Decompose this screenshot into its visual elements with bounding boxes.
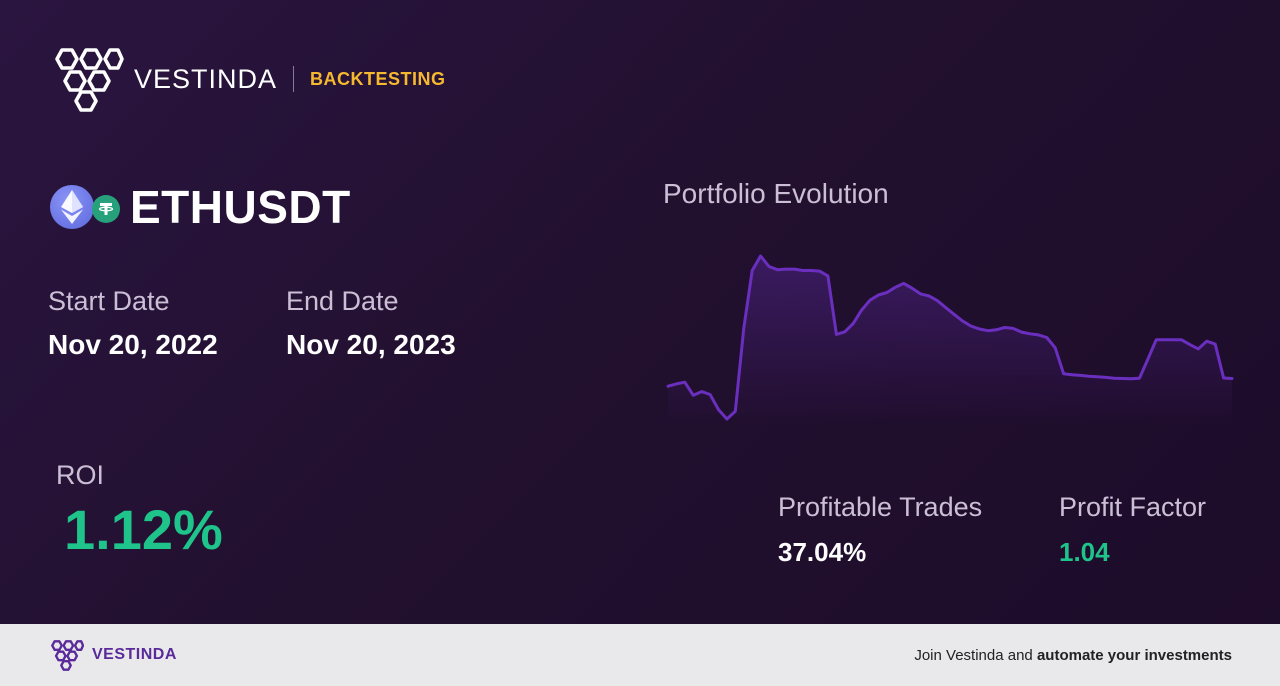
footer-bar: VESTINDA Join Vestinda and automate your… — [0, 624, 1280, 686]
vestinda-logo-icon — [51, 640, 84, 671]
profitable-trades: Profitable Trades 37.04% — [778, 492, 982, 568]
brand-header: VESTINDA BACKTESTING — [48, 46, 446, 112]
portfolio-area — [668, 256, 1232, 425]
roi-label: ROI — [56, 460, 105, 490]
roi-value: 1.12% — [64, 498, 223, 561]
brand-divider — [293, 66, 295, 92]
roi: ROI 1.12% — [56, 460, 223, 562]
backtest-card: VESTINDA BACKTESTING ETHUSDT Start Date … — [48, 46, 1234, 568]
start-date-value: Nov 20, 2022 — [48, 329, 218, 360]
portfolio-line — [666, 254, 1234, 421]
footer-cta[interactable]: Join Vestinda and automate your investme… — [914, 647, 1232, 664]
start-date-label: Start Date — [48, 286, 170, 316]
profitable-trades-label: Profitable Trades — [778, 492, 983, 522]
vestinda-logo-icon — [55, 48, 124, 112]
end-date-label: End Date — [286, 286, 399, 316]
ethereum-icon — [50, 185, 94, 229]
start-date: Start Date Nov 20, 2022 — [48, 286, 218, 361]
chart-title: Portfolio Evolution — [663, 178, 889, 209]
brand-name: VESTINDA — [134, 63, 278, 94]
pair-symbol: ETHUSDT — [130, 181, 351, 233]
profitable-trades-value: 37.04% — [778, 537, 867, 567]
profit-factor-label: Profit Factor — [1059, 492, 1207, 522]
footer-cta-prefix: Join Vestinda and — [914, 646, 1037, 664]
footer-brand-name: VESTINDA — [92, 646, 177, 663]
trading-pair: ETHUSDT — [50, 180, 351, 234]
brand-tag: BACKTESTING — [310, 68, 446, 89]
profit-factor: Profit Factor 1.04 — [1059, 492, 1206, 568]
profit-factor-value: 1.04 — [1059, 537, 1110, 567]
footer-cta-bold: automate your investments — [1036, 646, 1232, 664]
end-date-value: Nov 20, 2023 — [286, 329, 456, 360]
portfolio-chart — [666, 254, 1234, 425]
tether-icon — [92, 195, 120, 223]
footer-brand[interactable]: VESTINDA — [48, 639, 177, 671]
end-date: End Date Nov 20, 2023 — [286, 286, 456, 361]
